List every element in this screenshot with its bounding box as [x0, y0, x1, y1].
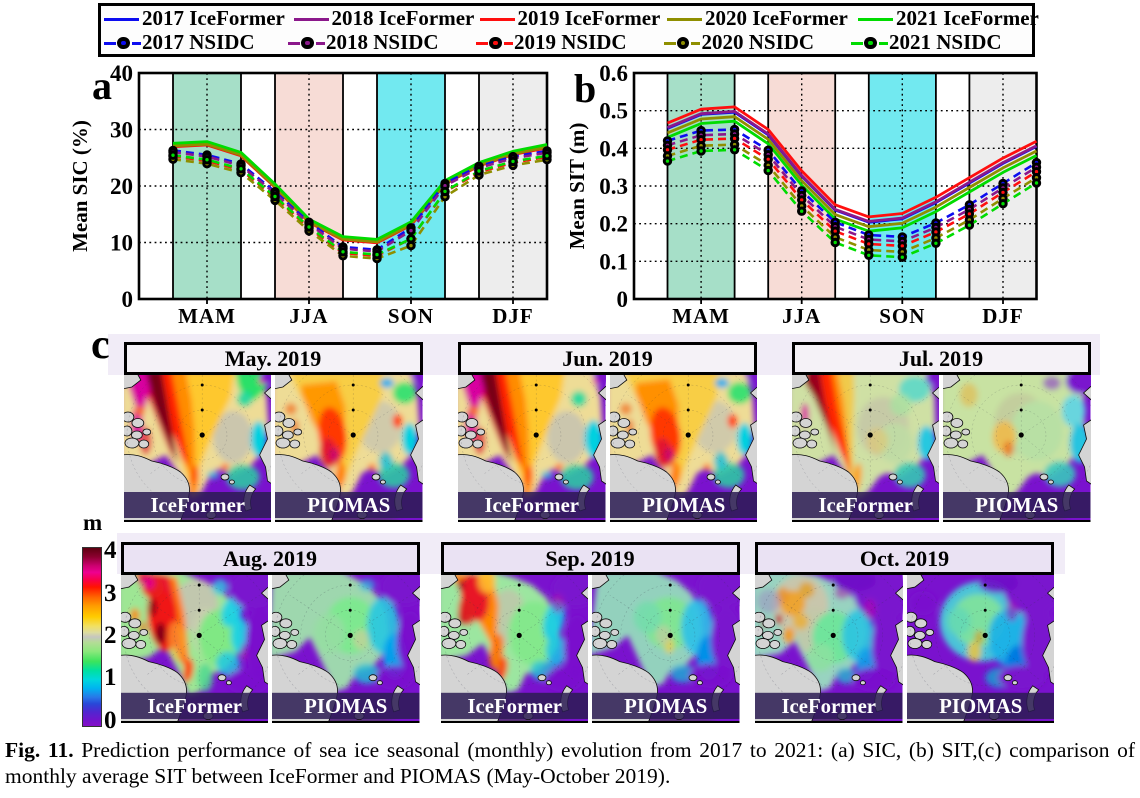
svg-text:Mean SIT (m): Mean SIT (m) — [565, 123, 589, 250]
svg-text:JJA: JJA — [782, 304, 821, 328]
svg-text:20: 20 — [110, 174, 133, 199]
svg-text:PIOMAS: PIOMAS — [939, 693, 1022, 717]
svg-text:0.1: 0.1 — [599, 249, 628, 274]
svg-text:PIOMAS: PIOMAS — [307, 493, 390, 517]
svg-text:0.2: 0.2 — [599, 212, 628, 237]
svg-text:SON: SON — [388, 304, 434, 328]
svg-text:DJF: DJF — [982, 304, 1024, 328]
svg-text:IceFormer: IceFormer — [150, 493, 245, 517]
svg-text:b: b — [574, 66, 596, 111]
svg-text:DJF: DJF — [492, 304, 534, 328]
svg-text:a: a — [92, 63, 112, 108]
svg-text:MAM: MAM — [672, 304, 730, 328]
svg-text:IceFormer: IceFormer — [467, 693, 562, 717]
svg-text:PIOMAS: PIOMAS — [624, 693, 707, 717]
svg-text:40: 40 — [110, 61, 133, 86]
svg-text:IceFormer: IceFormer — [147, 693, 242, 717]
svg-text:IceFormer: IceFormer — [484, 493, 579, 517]
svg-text:10: 10 — [110, 231, 133, 256]
svg-text:0: 0 — [122, 287, 134, 312]
svg-text:0.6: 0.6 — [599, 61, 628, 86]
svg-text:MAM: MAM — [178, 304, 236, 328]
svg-text:JJA: JJA — [289, 304, 328, 328]
svg-text:0: 0 — [617, 287, 629, 312]
svg-text:IceFormer: IceFormer — [781, 693, 876, 717]
svg-text:0.3: 0.3 — [599, 174, 628, 199]
svg-text:IceFormer: IceFormer — [818, 493, 913, 517]
svg-text:0.5: 0.5 — [599, 99, 628, 124]
svg-text:SON: SON — [879, 304, 925, 328]
svg-text:PIOMAS: PIOMAS — [642, 493, 725, 517]
svg-text:Mean SIC (%): Mean SIC (%) — [68, 120, 92, 252]
svg-text:30: 30 — [110, 118, 133, 143]
svg-text:0.4: 0.4 — [599, 136, 628, 161]
svg-text:PIOMAS: PIOMAS — [975, 493, 1058, 517]
svg-text:PIOMAS: PIOMAS — [304, 693, 387, 717]
